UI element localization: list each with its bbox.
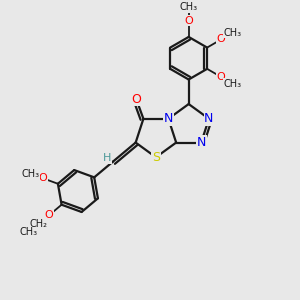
Text: N: N [204, 112, 214, 125]
Text: O: O [217, 72, 226, 82]
Text: CH₃: CH₃ [224, 28, 242, 38]
Text: S: S [152, 151, 160, 164]
Text: CH₃: CH₃ [180, 2, 198, 12]
Text: N: N [196, 136, 206, 149]
Text: O: O [131, 93, 141, 106]
Text: H: H [103, 153, 111, 163]
Text: O: O [217, 34, 226, 44]
Text: CH₃: CH₃ [22, 169, 40, 179]
Text: CH₃: CH₃ [224, 79, 242, 88]
Text: N: N [164, 112, 173, 125]
Text: CH₃: CH₃ [20, 227, 38, 237]
Text: O: O [45, 210, 53, 220]
Text: CH₂: CH₂ [30, 219, 48, 229]
Text: O: O [184, 16, 193, 26]
Text: O: O [38, 173, 47, 183]
